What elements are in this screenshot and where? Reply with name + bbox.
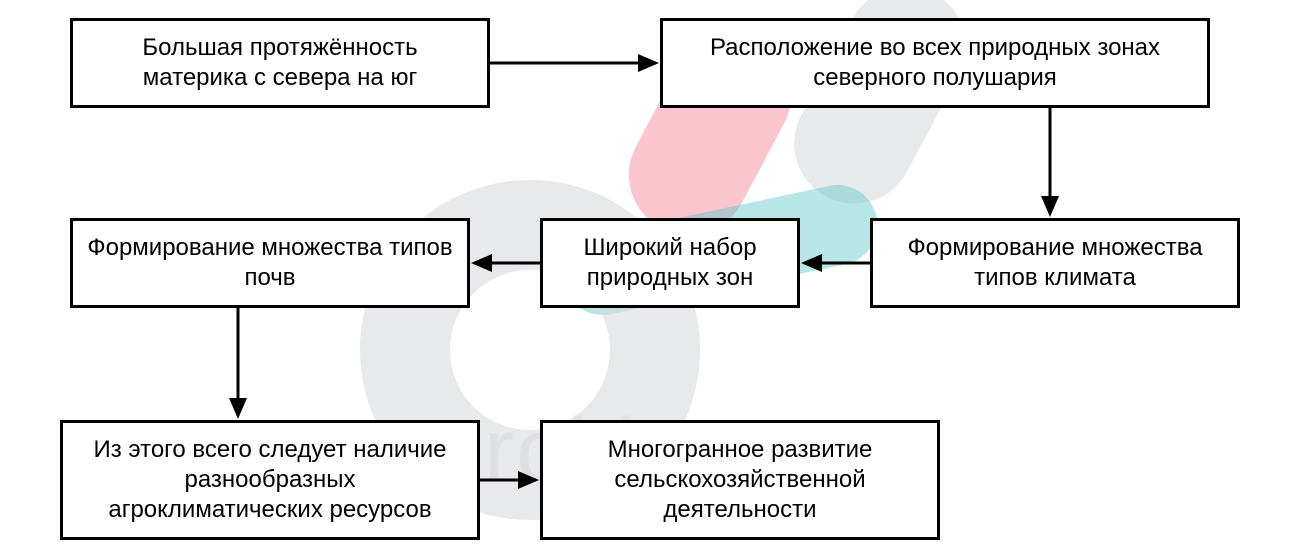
flow-node-agriculture: Многогранное развитие сельскохозяйственн… xyxy=(540,420,940,540)
node-label: Большая протяжённость материка с севера … xyxy=(87,33,473,93)
flow-node-natural-zones: Широкий набор природных зон xyxy=(540,218,800,308)
flow-node-agroclimatic: Из этого всего следует наличие разнообра… xyxy=(60,420,480,540)
flow-node-zones-location: Расположение во всех природных зонах сев… xyxy=(660,18,1210,108)
flow-node-extent: Большая протяжённость материка с севера … xyxy=(70,18,490,108)
node-label: Формирование множества типов почв xyxy=(87,233,453,293)
flow-node-soil-types: Формирование множества типов почв xyxy=(70,218,470,308)
flow-node-climate-types: Формирование множества типов климата xyxy=(870,218,1240,308)
node-label: Широкий набор природных зон xyxy=(557,233,783,293)
node-label: Из этого всего следует наличие разнообра… xyxy=(77,435,463,525)
node-label: Многогранное развитие сельскохозяйственн… xyxy=(557,435,923,525)
node-label: Расположение во всех природных зонах сев… xyxy=(677,33,1193,93)
node-label: Формирование множества типов климата xyxy=(887,233,1223,293)
